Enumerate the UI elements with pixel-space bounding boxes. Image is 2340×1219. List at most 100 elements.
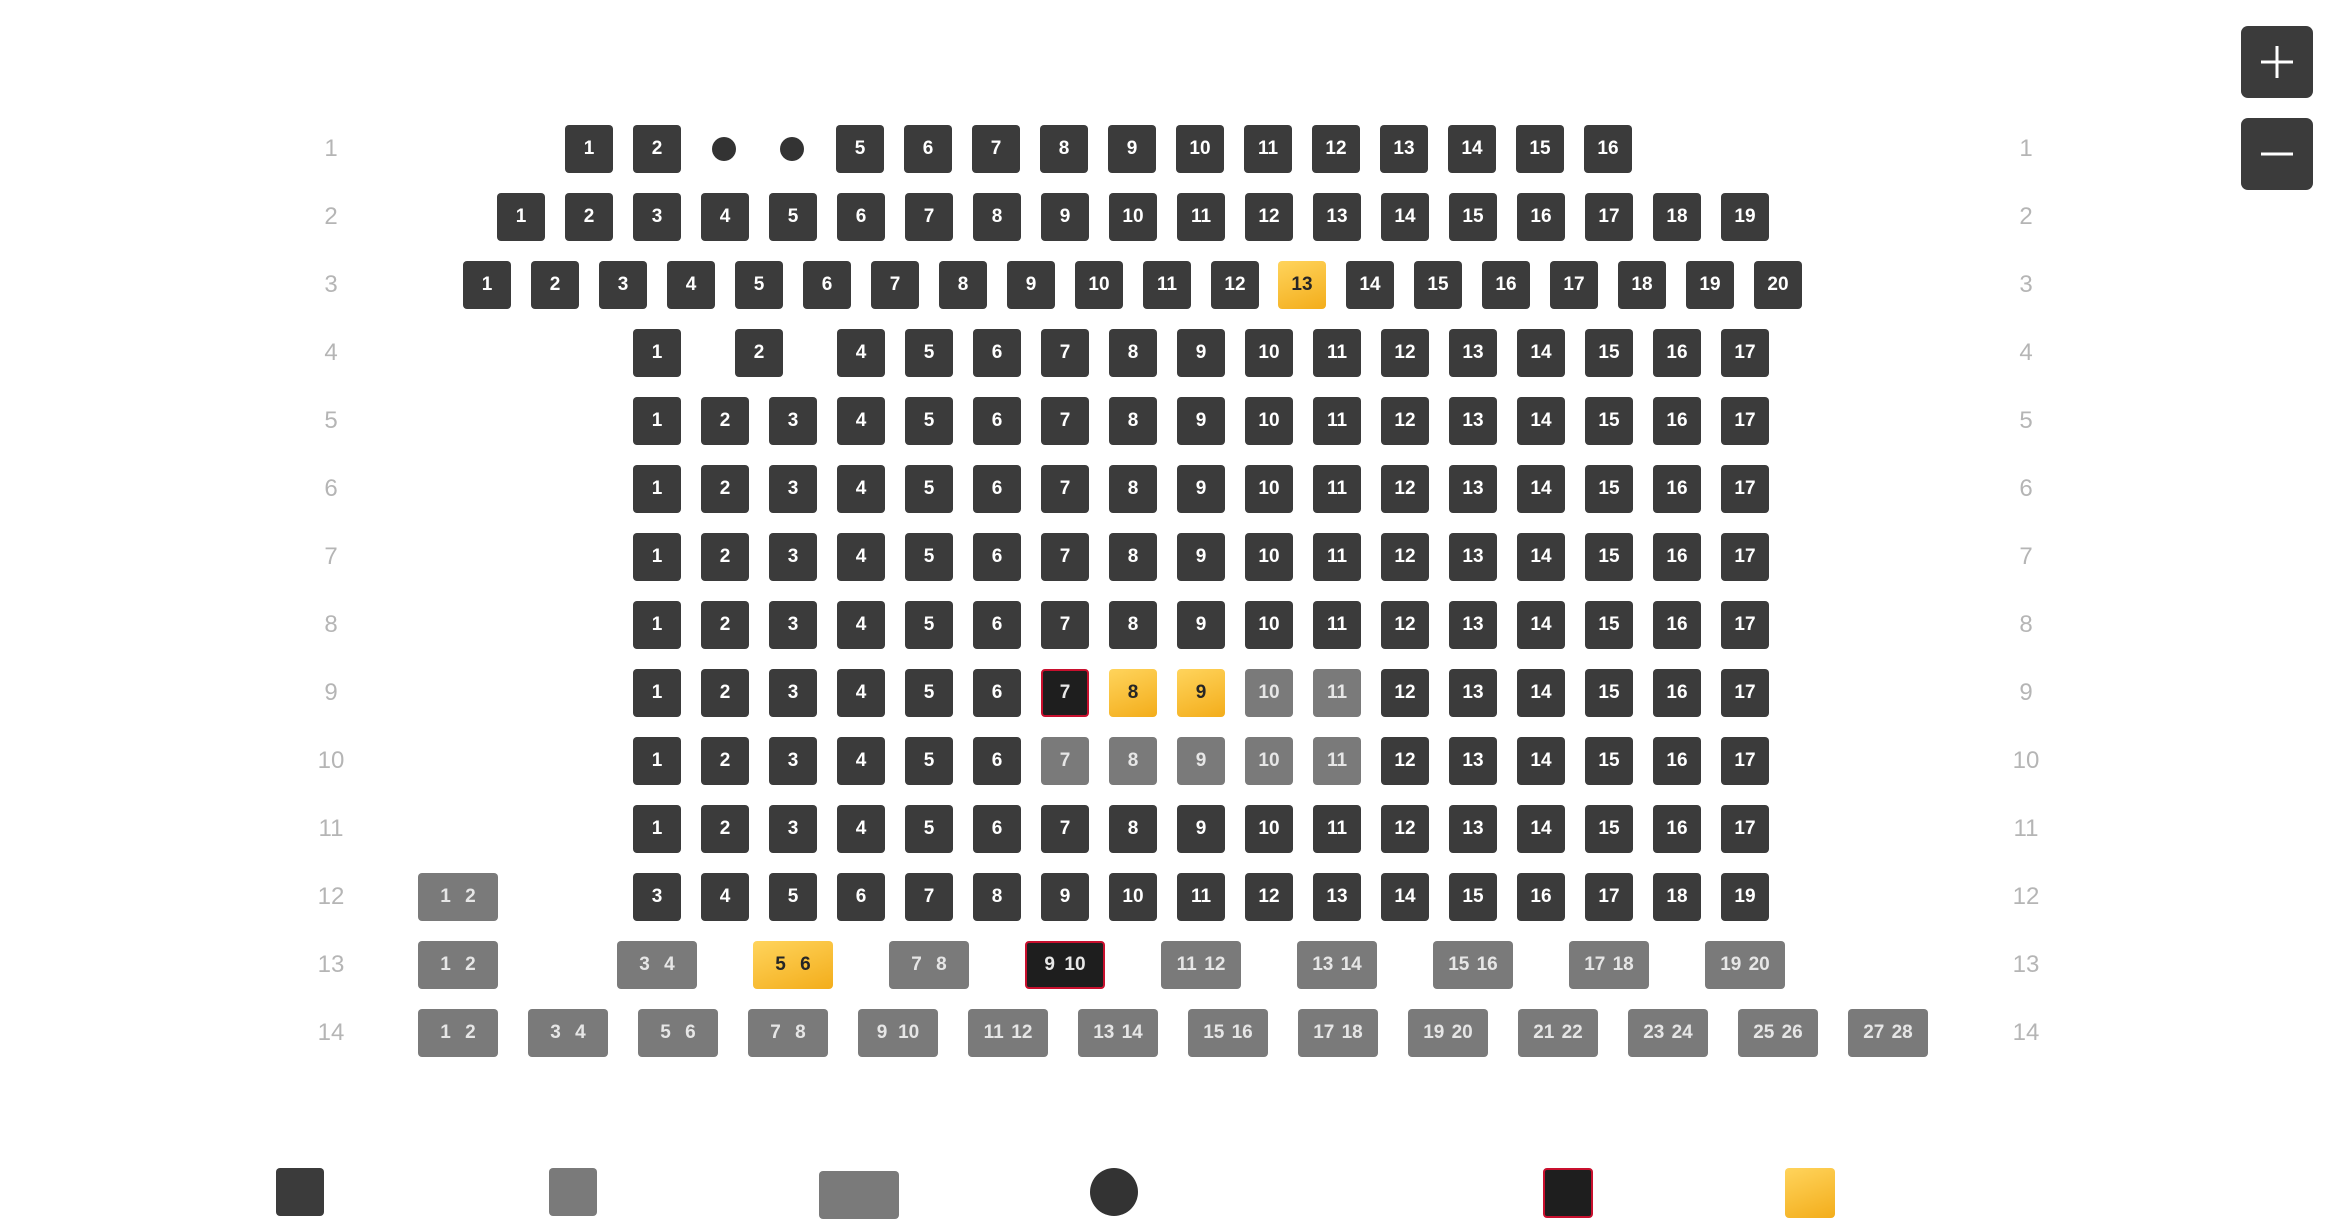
seat[interactable]: 8 [1109, 465, 1157, 513]
seat[interactable]: 12 [1381, 669, 1429, 717]
seat[interactable]: 3 [769, 805, 817, 853]
pair-seat[interactable]: 9 10 [858, 1009, 938, 1057]
pair-seat[interactable]: 11 12 [968, 1009, 1048, 1057]
seat[interactable]: 2 [701, 533, 749, 581]
seat[interactable]: 13 [1449, 533, 1497, 581]
seat[interactable]: 17 [1721, 669, 1769, 717]
seat[interactable]: 14 [1517, 397, 1565, 445]
seat[interactable]: 11 [1313, 805, 1361, 853]
seat[interactable]: 6 [837, 873, 885, 921]
seat[interactable]: 1 [633, 397, 681, 445]
seat[interactable]: 12 [1381, 737, 1429, 785]
pair-seat[interactable]: 25 26 [1738, 1009, 1818, 1057]
seat[interactable]: 8 [1109, 601, 1157, 649]
seat[interactable]: 1 [633, 601, 681, 649]
seat[interactable]: 2 [735, 329, 783, 377]
seat[interactable]: 13 [1313, 193, 1361, 241]
seat[interactable]: 9 [1177, 669, 1225, 717]
seat[interactable]: 3 [769, 533, 817, 581]
seat[interactable]: 16 [1584, 125, 1632, 173]
seat[interactable]: 17 [1721, 601, 1769, 649]
seat[interactable]: 20 [1754, 261, 1802, 309]
seat[interactable]: 16 [1653, 533, 1701, 581]
seat[interactable]: 17 [1721, 329, 1769, 377]
seat[interactable]: 17 [1585, 873, 1633, 921]
seat[interactable]: 1 [463, 261, 511, 309]
seat[interactable]: 10 [1075, 261, 1123, 309]
seat[interactable]: 11 [1244, 125, 1292, 173]
seat[interactable]: 14 [1517, 737, 1565, 785]
seat[interactable]: 14 [1517, 669, 1565, 717]
seat[interactable]: 10 [1245, 397, 1293, 445]
seat[interactable]: 6 [837, 193, 885, 241]
seat[interactable]: 7 [1041, 601, 1089, 649]
seat[interactable]: 7 [1041, 465, 1089, 513]
seat[interactable]: 11 [1143, 261, 1191, 309]
seat[interactable]: 4 [837, 465, 885, 513]
seat[interactable]: 2 [701, 737, 749, 785]
seat[interactable]: 7 [1041, 737, 1089, 785]
seat[interactable]: 9 [1177, 805, 1225, 853]
zoom-out-button[interactable] [2241, 118, 2313, 190]
pair-seat[interactable]: 15 16 [1188, 1009, 1268, 1057]
seat[interactable]: 6 [973, 533, 1021, 581]
seat[interactable]: 12 [1381, 465, 1429, 513]
seat[interactable]: 18 [1653, 873, 1701, 921]
seat[interactable]: 17 [1550, 261, 1598, 309]
seat[interactable]: 2 [701, 397, 749, 445]
seat[interactable]: 13 [1449, 669, 1497, 717]
seat[interactable]: 9 [1177, 465, 1225, 513]
seat[interactable]: 11 [1313, 601, 1361, 649]
seat[interactable]: 14 [1517, 533, 1565, 581]
seat[interactable]: 5 [905, 329, 953, 377]
pair-seat[interactable]: 21 22 [1518, 1009, 1598, 1057]
seat[interactable]: 17 [1721, 465, 1769, 513]
seat[interactable]: 12 [1211, 261, 1259, 309]
seat[interactable]: 13 [1449, 329, 1497, 377]
seat[interactable]: 10 [1245, 805, 1293, 853]
seat[interactable]: 11 [1313, 533, 1361, 581]
seat[interactable]: 10 [1245, 737, 1293, 785]
seat[interactable]: 3 [769, 601, 817, 649]
seat[interactable]: 13 [1449, 465, 1497, 513]
seat[interactable]: 6 [803, 261, 851, 309]
seat[interactable]: 10 [1109, 193, 1157, 241]
seat[interactable]: 13 [1380, 125, 1428, 173]
seat[interactable]: 13 [1449, 601, 1497, 649]
seat[interactable]: 17 [1585, 193, 1633, 241]
seat[interactable]: 1 [565, 125, 613, 173]
seat[interactable]: 3 [599, 261, 647, 309]
seat[interactable]: 2 [565, 193, 613, 241]
seat[interactable]: 9 [1177, 397, 1225, 445]
seat[interactable]: 2 [701, 805, 749, 853]
seat[interactable]: 15 [1585, 601, 1633, 649]
seat[interactable]: 7 [1041, 669, 1089, 717]
seat[interactable]: 4 [837, 669, 885, 717]
pair-seat[interactable]: 13 14 [1078, 1009, 1158, 1057]
seat[interactable]: 5 [905, 397, 953, 445]
seat[interactable]: 9 [1041, 873, 1089, 921]
seat[interactable]: 10 [1245, 601, 1293, 649]
seat[interactable]: 6 [973, 397, 1021, 445]
seat[interactable]: 12 [1381, 329, 1429, 377]
seat[interactable]: 15 [1585, 397, 1633, 445]
pair-seat[interactable]: 19 20 [1408, 1009, 1488, 1057]
seat[interactable]: 9 [1007, 261, 1055, 309]
seat[interactable]: 16 [1653, 601, 1701, 649]
seat[interactable]: 5 [836, 125, 884, 173]
seat[interactable]: 13 [1449, 737, 1497, 785]
seat[interactable]: 10 [1245, 533, 1293, 581]
seat[interactable]: 11 [1313, 397, 1361, 445]
seat[interactable]: 17 [1721, 805, 1769, 853]
seat[interactable]: 2 [531, 261, 579, 309]
seat[interactable]: 12 [1381, 397, 1429, 445]
seat[interactable]: 14 [1517, 601, 1565, 649]
seat[interactable]: 2 [633, 125, 681, 173]
seat[interactable]: 5 [905, 533, 953, 581]
